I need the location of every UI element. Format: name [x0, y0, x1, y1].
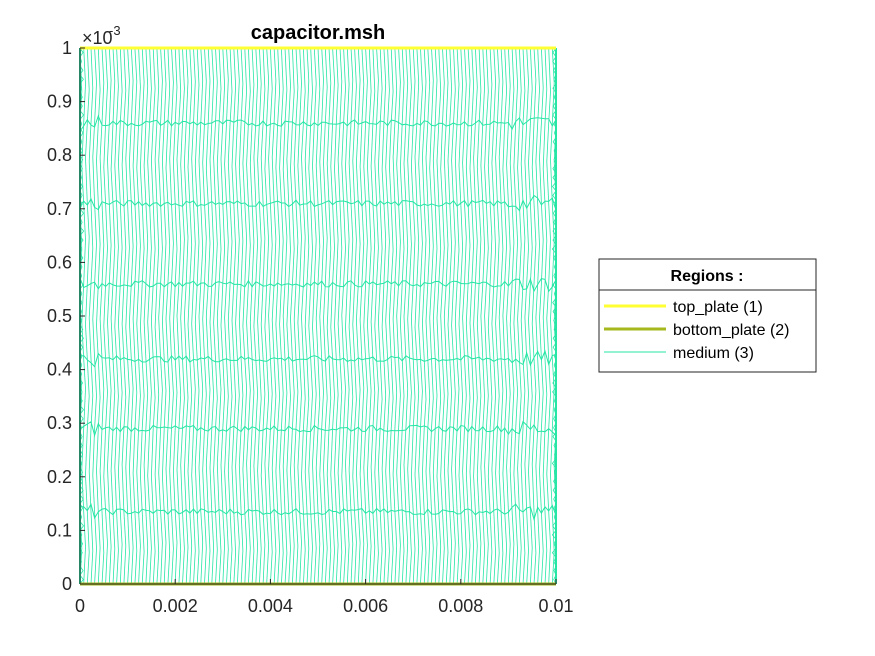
mesh-row-line	[79, 420, 557, 438]
x-tick-label: 0.002	[153, 596, 198, 616]
legend-box	[598, 258, 817, 373]
legend-entries: top_plate (1) bottom_plate (2) medium (3)	[604, 299, 790, 362]
mesh-edges	[79, 47, 557, 585]
y-tick-label: 0	[62, 574, 72, 594]
y-tick-label: 1	[62, 38, 72, 58]
x-tick-label: 0.008	[438, 596, 483, 616]
mesh-row-line	[79, 349, 557, 368]
x-tick-label: 0	[75, 596, 85, 616]
mesh-row-line	[79, 194, 557, 212]
y-tick-label: 0.3	[47, 413, 72, 433]
legend: Regions : top_plate (1) bottom_plate (2) m…	[598, 258, 817, 373]
x-tick-label: 0.004	[248, 596, 293, 616]
legend-title: Regions :	[671, 268, 744, 285]
axes-background	[80, 48, 556, 584]
y-exponent-base: ×10	[82, 28, 113, 48]
y-tick-label: 0.5	[47, 306, 72, 326]
y-tick-label: 0.7	[47, 199, 72, 219]
y-tick-label: 0.8	[47, 145, 72, 165]
mesh-row-line	[79, 114, 557, 132]
y-tick-label: 0.9	[47, 92, 72, 112]
mesh-row-line	[79, 277, 557, 293]
y-exponent-power: -3	[109, 23, 121, 38]
y-tick-label: 0.2	[47, 467, 72, 487]
plot-area	[79, 46, 557, 586]
legend-label: bottom_plate (2)	[673, 322, 790, 339]
chart-title: capacitor.msh	[251, 22, 386, 44]
mesh-boundary-edges	[551, 47, 557, 585]
x-ticks: 0 0.002 0.004 0.006 0.008 0.01	[75, 579, 574, 616]
y-tick-label: 0.6	[47, 252, 72, 272]
mesh-boundary-edges	[79, 47, 85, 585]
x-tick-label: 0.006	[343, 596, 388, 616]
y-exponent: ×10 -3	[82, 23, 121, 48]
x-tick-label: 0.01	[538, 596, 573, 616]
mesh-row-line	[80, 502, 557, 522]
y-ticks: 0 0.1 0.2 0.3 0.4 0.5 0.6 0.7 0.8 0.9 1	[47, 38, 85, 594]
y-tick-label: 0.4	[47, 360, 72, 380]
legend-label: top_plate (1)	[673, 299, 763, 316]
y-tick-label: 0.1	[47, 520, 72, 540]
legend-label: medium (3)	[673, 345, 754, 362]
